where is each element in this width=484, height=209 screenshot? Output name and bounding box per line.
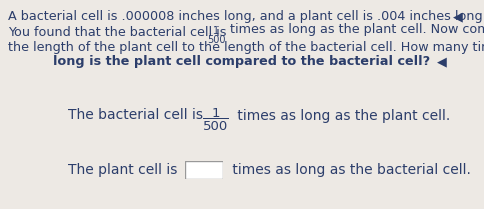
Text: 500: 500 <box>206 35 225 45</box>
Text: 1: 1 <box>212 107 220 120</box>
Text: The bacterial cell is: The bacterial cell is <box>68 108 207 122</box>
Text: the length of the plant cell to the length of the bacterial cell. How many times: the length of the plant cell to the leng… <box>8 41 484 54</box>
Text: The plant cell is: The plant cell is <box>68 163 182 177</box>
Text: times as long as the bacterial cell.: times as long as the bacterial cell. <box>227 163 470 177</box>
Text: ◀︎: ◀︎ <box>452 10 462 23</box>
Text: times as long as the plant cell. Now compare: times as long as the plant cell. Now com… <box>226 23 484 37</box>
Text: 500: 500 <box>203 120 228 133</box>
Text: times as long as the plant cell.: times as long as the plant cell. <box>232 109 449 123</box>
Text: long is the plant cell compared to the bacterial cell?: long is the plant cell compared to the b… <box>53 55 430 68</box>
Text: 1: 1 <box>212 26 219 36</box>
Text: You found that the bacterial cell is: You found that the bacterial cell is <box>8 26 230 39</box>
Text: ◀︎: ◀︎ <box>436 55 446 68</box>
Text: A bacterial cell is .000008 inches long, and a plant cell is .004 inches long.: A bacterial cell is .000008 inches long,… <box>8 10 484 23</box>
FancyBboxPatch shape <box>184 161 223 179</box>
